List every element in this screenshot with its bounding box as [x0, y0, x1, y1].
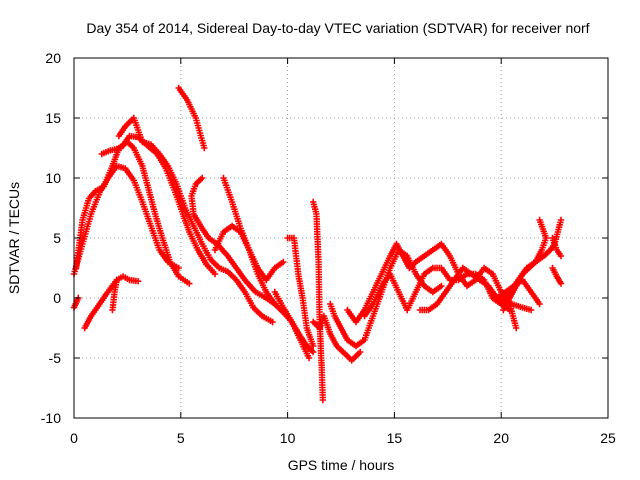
- x-tick-labels: 0 5 10 15 20 25: [70, 430, 616, 446]
- data-point-markers: [549, 234, 565, 260]
- x-tick-label: 20: [493, 430, 509, 446]
- data-point-markers: [175, 84, 208, 152]
- x-axis-label: GPS time / hours: [288, 457, 395, 473]
- data-point-markers: [310, 312, 364, 364]
- data-series: [70, 84, 565, 404]
- data-point-markers: [115, 114, 276, 326]
- data-point-markers: [188, 174, 278, 308]
- data-point-markers: [220, 174, 287, 284]
- y-tick-label: 20: [45, 50, 61, 66]
- data-point-markers: [284, 234, 317, 350]
- data-point-markers: [70, 294, 82, 311]
- y-tick-label: 15: [45, 110, 61, 126]
- axis-ticks: [73, 57, 609, 419]
- y-axis-label: SDTVAR / TECUs: [6, 182, 22, 294]
- data-series-track-14: [310, 198, 326, 404]
- data-point-markers: [271, 288, 313, 362]
- x-tick-label: 25: [600, 430, 616, 446]
- y-tick-label: 0: [53, 290, 61, 306]
- y-tick-label: -5: [49, 350, 62, 366]
- data-point-markers: [109, 276, 120, 314]
- data-point-markers: [70, 162, 182, 278]
- data-series-track-1: [70, 162, 182, 278]
- data-series-track-21: [500, 216, 550, 314]
- data-series-track-22: [549, 234, 565, 260]
- x-tick-label: 0: [70, 430, 78, 446]
- data-series-track-24: [487, 288, 535, 314]
- y-tick-label: 10: [45, 170, 61, 186]
- data-series-track-12: [271, 288, 313, 362]
- data-series-track-4: [115, 114, 276, 326]
- x-tick-label: 5: [177, 430, 185, 446]
- data-point-markers: [549, 264, 565, 287]
- data-point-markers: [310, 198, 326, 404]
- y-tick-label: -10: [41, 410, 61, 426]
- y-tick-labels: -10 -5 0 5 10 15 20: [41, 50, 61, 426]
- data-point-markers: [500, 216, 550, 314]
- x-tick-label: 10: [280, 430, 296, 446]
- data-series-track-5: [70, 294, 82, 311]
- data-series-track-11: [220, 174, 287, 284]
- data-series-track-7: [109, 276, 120, 314]
- y-tick-label: 5: [53, 230, 61, 246]
- data-series-track-13: [284, 234, 317, 350]
- chart-title: Day 354 of 2014, Sidereal Day-to-day VTE…: [86, 20, 589, 36]
- x-tick-label: 15: [387, 430, 403, 446]
- data-series-track-15: [310, 312, 364, 364]
- data-series-track-8: [175, 84, 208, 152]
- data-series-track-23: [549, 264, 565, 287]
- data-point-markers: [487, 288, 535, 314]
- data-series-track-9: [188, 174, 278, 308]
